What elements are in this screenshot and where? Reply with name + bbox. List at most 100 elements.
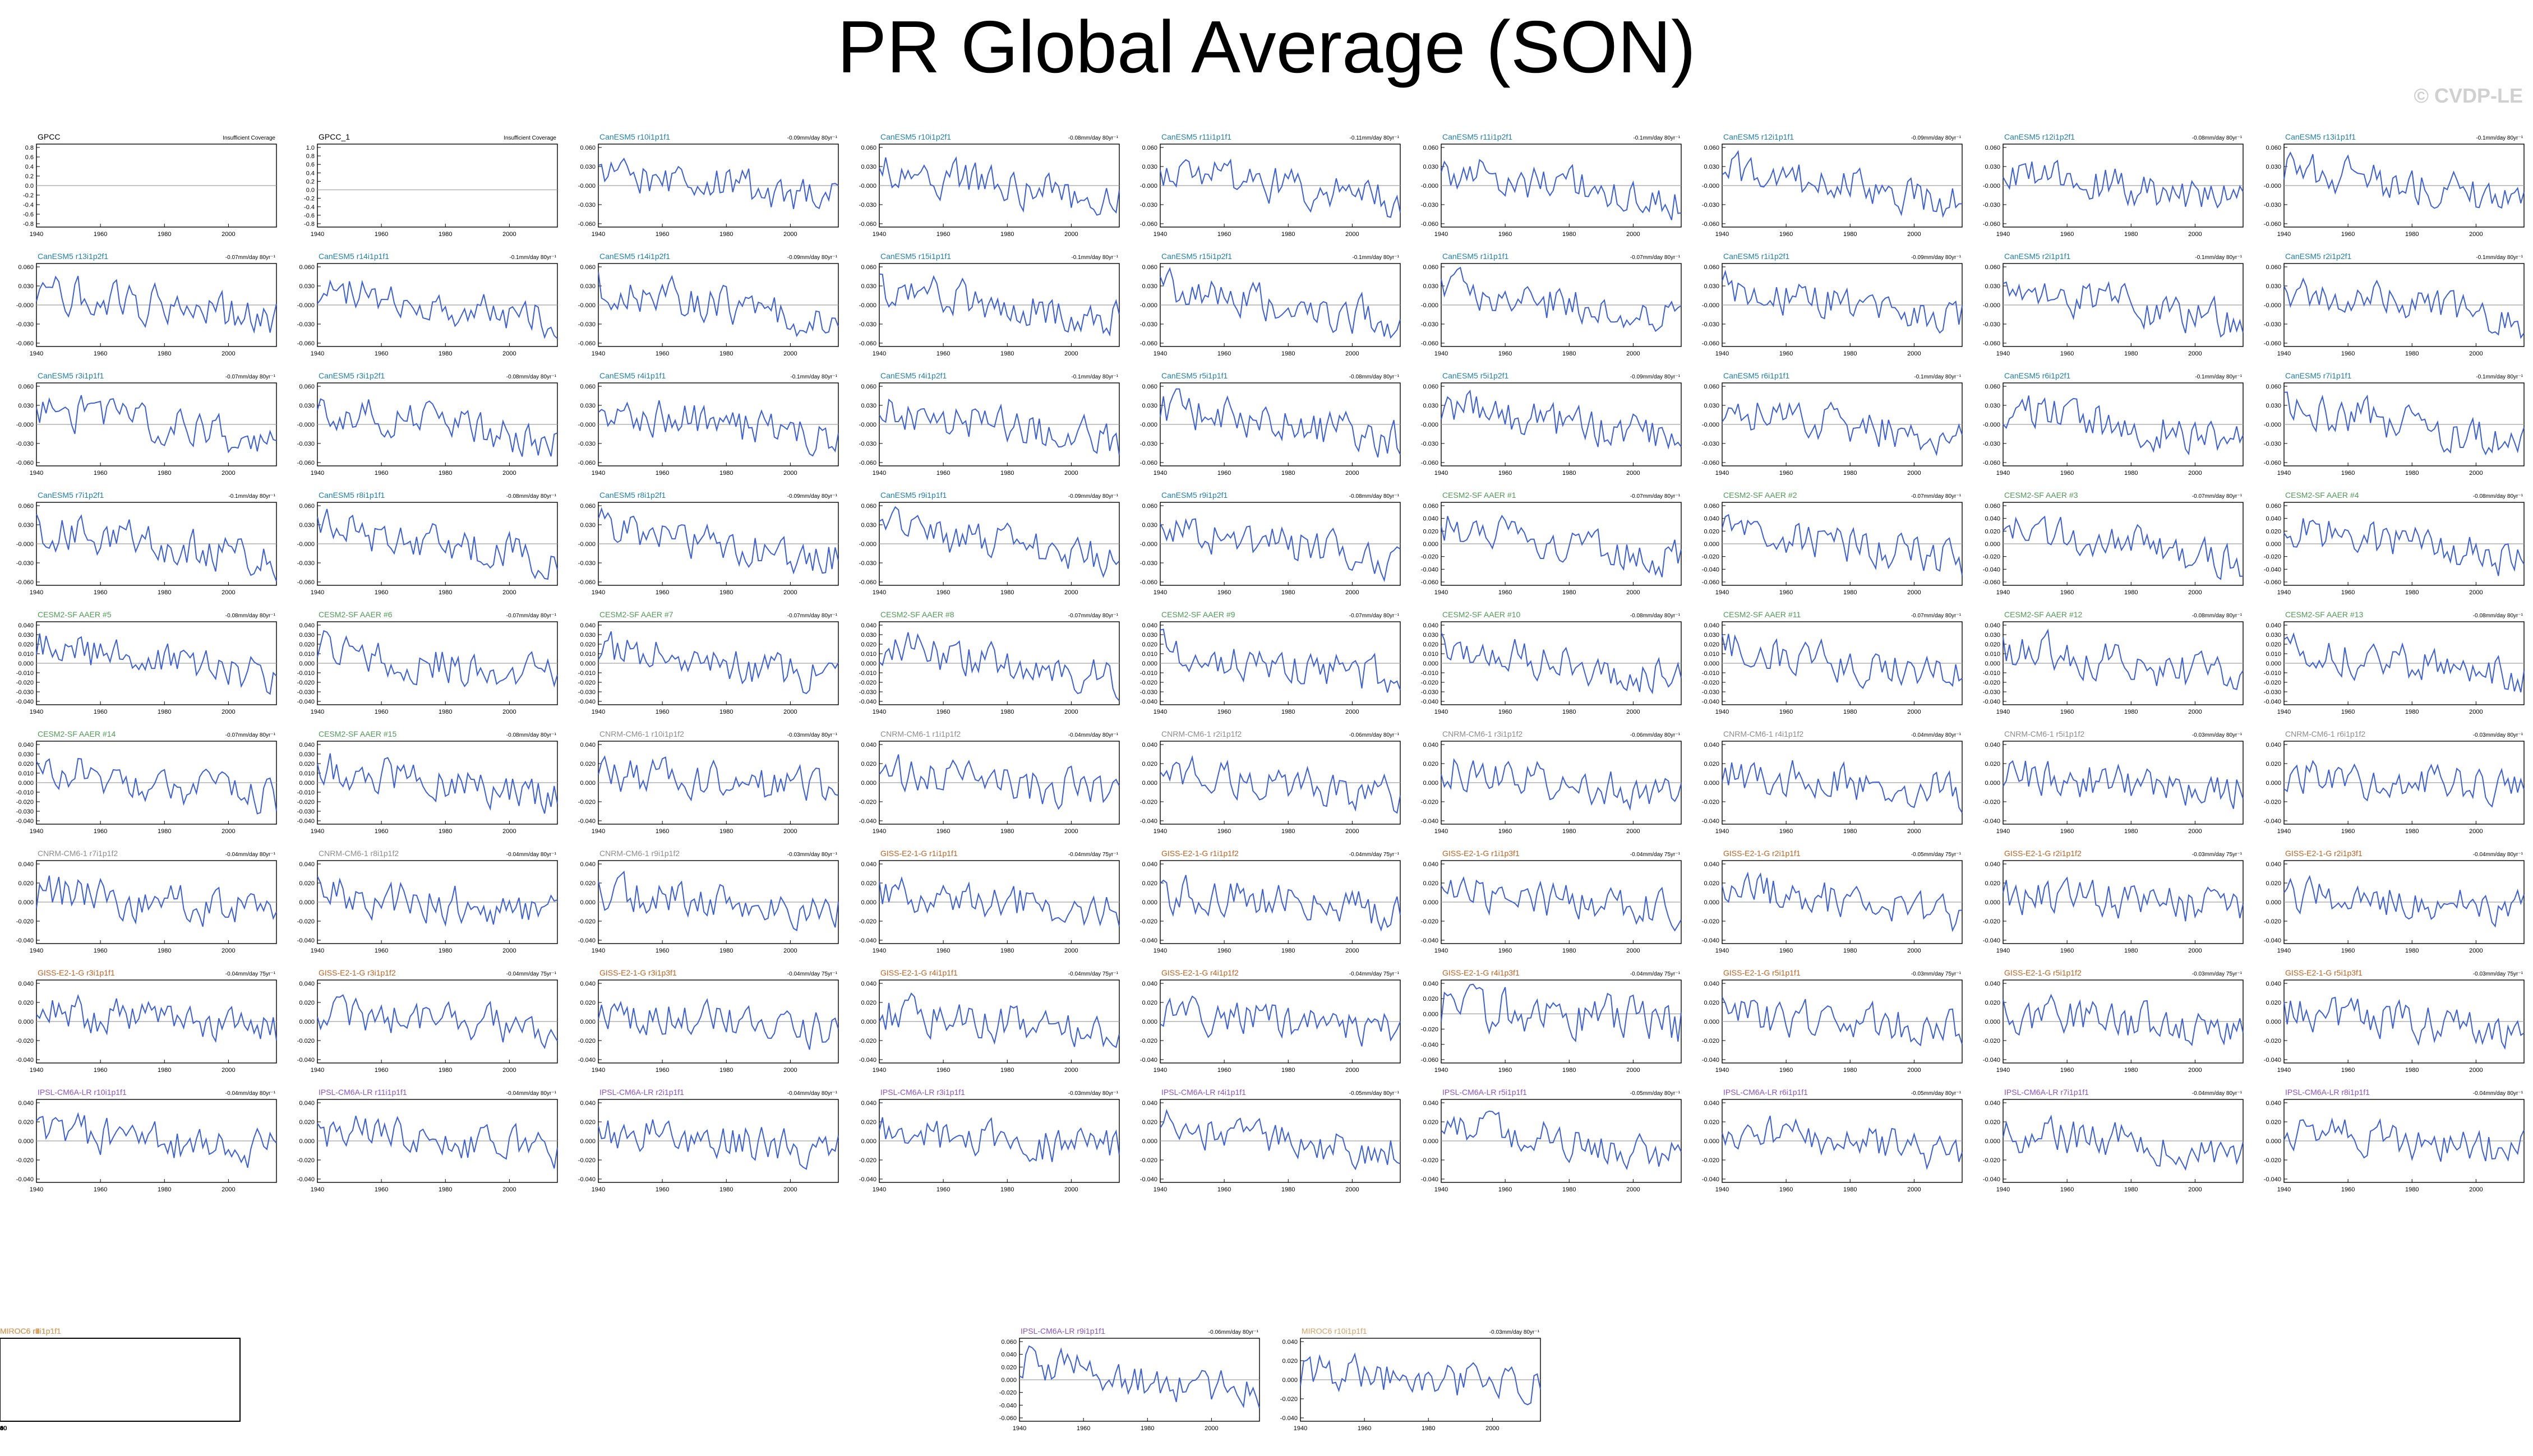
panel: CanESM5 r10i1p2f1 -0.08mm/day 80yr⁻¹ 0.060…: [859, 132, 1120, 238]
panel-label: CNRM-CM6-1 r7i1p1f2: [38, 849, 118, 858]
x-tick-label: 1940: [873, 1186, 886, 1193]
panel: CESM2-SF AAER #12 -0.08mm/day 80yr⁻¹ 0.040…: [1983, 610, 2244, 715]
y-tick-label: -0.060: [859, 221, 876, 228]
trend-label: -0.03mm/day 80yr⁻¹: [1068, 1090, 1119, 1097]
x-tick-label: 1940: [1294, 1425, 1307, 1432]
panel-label: CESM2-SF AAER #12: [2004, 610, 2082, 619]
panel: CanESM5 r1i1p1f1 -0.07mm/day 80yr⁻¹ 0.060 0…: [1421, 252, 1682, 357]
x-tick-label: 1960: [2341, 350, 2355, 357]
x-tick-label: 1960: [1779, 947, 1793, 954]
series-line: [879, 992, 1120, 1048]
panel-label: CNRM-CM6-1 r1i1p1f2: [880, 729, 961, 738]
trend-label: -0.04mm/day 75yr⁻¹: [1630, 852, 1681, 858]
y-tick-label: 0.040: [861, 1100, 876, 1107]
y-tick-label: -0.030: [1421, 202, 1438, 209]
series-line: [317, 994, 558, 1050]
panel: CanESM5 r15i1p1f1 -0.1mm/day 80yr⁻¹ 0.060 0…: [859, 252, 1120, 357]
series-line: [879, 273, 1120, 337]
x-tick-label: 1960: [936, 470, 950, 477]
trend-label: -0.04mm/day 75yr⁻¹: [225, 971, 276, 977]
y-tick-label: 0.010: [1142, 651, 1157, 658]
panel: IPSL-CM6A-LR r7i1p1f1 -0.04mm/day 80yr⁻¹ 0…: [1983, 1088, 2244, 1193]
x-tick-label: 1960: [2341, 231, 2355, 238]
x-tick-label: 1940: [873, 350, 886, 357]
series-line: [2003, 760, 2244, 809]
x-tick-label: 1980: [719, 1067, 733, 1074]
y-tick-label: 0.060: [861, 383, 876, 390]
x-tick-label: 1940: [30, 350, 43, 357]
y-tick-label: 0.020: [299, 880, 315, 887]
x-tick-label: 1980: [0, 1425, 7, 1432]
x-tick-label: 1940: [311, 828, 324, 835]
x-tick-label: 1940: [30, 947, 43, 954]
y-tick-label: 0.020: [1423, 880, 1438, 887]
y-tick-label: 0.020: [1142, 641, 1157, 648]
x-tick-label: 1980: [1000, 589, 1014, 596]
x-tick-label: 1960: [1779, 1067, 1793, 1074]
panel-label: CanESM5 r6i1p2f1: [2004, 371, 2071, 380]
x-tick-label: 2000: [222, 1186, 235, 1193]
y-tick-label: 0.010: [2266, 651, 2281, 658]
panel-label: CNRM-CM6-1 r2i1p1f2: [1161, 729, 1242, 738]
panel-label: GISS-E2-1-G r4i1p1f2: [1161, 968, 1239, 977]
trend-label: -0.03mm/day 80yr⁻¹: [787, 732, 838, 738]
panel-label: CanESM5 r5i1p2f1: [1442, 371, 1509, 380]
x-tick-label: 2000: [1064, 231, 1078, 238]
x-tick-label: 1940: [0, 1425, 7, 1432]
panel: CESM2-SF AAER #4 -0.08mm/day 80yr⁻¹ 0.060 0…: [2264, 491, 2525, 596]
panel: IPSL-CM6A-LR r4i1p1f1 -0.05mm/day 80yr⁻¹ 0…: [1140, 1088, 1401, 1193]
x-tick-label: 2000: [502, 709, 516, 715]
x-tick-label: 1980: [719, 589, 733, 596]
panel-label: IPSL-CM6A-LR r8i1p1f1: [2285, 1088, 2370, 1097]
plot-frame: [0, 1338, 241, 1422]
y-tick-label: -0.020: [1421, 1157, 1438, 1164]
x-tick-label: 1940: [311, 589, 324, 596]
x-tick-label: 1940: [1154, 1067, 1167, 1074]
y-tick-label: -0.040: [578, 937, 596, 944]
y-tick-label: 0.020: [299, 1000, 315, 1006]
x-tick-label: 1980: [158, 231, 171, 238]
x-tick-label: 2000: [222, 589, 235, 596]
series-line: [1722, 150, 1963, 218]
y-tick-label: 0.020: [2266, 1119, 2281, 1126]
x-tick-label: 2000: [222, 350, 235, 357]
x-tick-label: 1940: [1434, 1067, 1448, 1074]
y-tick-label: -0.030: [16, 560, 34, 567]
trend-label: -0.08mm/day 80yr⁻¹: [1068, 135, 1119, 141]
x-tick-label: 1940: [592, 1067, 605, 1074]
x-tick-label: 1960: [1077, 1425, 1090, 1432]
x-tick-label: 1960: [94, 947, 107, 954]
trend-label: -0.07mm/day 80yr⁻¹: [225, 374, 276, 380]
y-tick-label: -0.000: [578, 183, 596, 189]
x-tick-label: 2000: [222, 947, 235, 954]
panel: IPSL-CM6A-LR r5i1p1f1 -0.05mm/day 80yr⁻¹ 0…: [1421, 1088, 1682, 1193]
x-tick-label: 2000: [1205, 1425, 1218, 1432]
y-tick-label: -0.020: [859, 680, 876, 686]
series-line: [1160, 628, 1401, 693]
x-tick-label: 1960: [375, 709, 388, 715]
series-line: [2283, 996, 2525, 1050]
y-tick-label: -0.030: [1702, 689, 1719, 696]
y-tick-label: 0.020: [299, 641, 315, 648]
y-tick-label: 0.020: [1704, 528, 1719, 535]
y-tick-label: 0.040: [18, 742, 34, 748]
x-tick-label: 1980: [2124, 470, 2138, 477]
panel: CESM2-SF AAER #15 -0.08mm/day 80yr⁻¹ 0.040…: [297, 729, 558, 835]
trend-label: -0.04mm/day 75yr⁻¹: [1349, 971, 1400, 977]
series-line: [1160, 1108, 1401, 1171]
y-tick-label: -0.010: [578, 670, 596, 677]
y-tick-label: 0.060: [1142, 503, 1157, 510]
y-tick-label: 0.030: [2266, 164, 2281, 170]
series-line: [1441, 389, 1682, 450]
x-tick-label: 1980: [2405, 589, 2419, 596]
panel: CESM2-SF AAER #1 -0.07mm/day 80yr⁻¹ 0.060 0…: [1421, 491, 1682, 596]
y-tick-label: 0.040: [1704, 981, 1719, 987]
y-tick-label: 0.020: [1142, 761, 1157, 768]
y-tick-label: 0.000: [299, 780, 315, 787]
series-line: [2003, 876, 2244, 922]
y-tick-label: 0.020: [861, 641, 876, 648]
x-tick-label: 1980: [1843, 231, 1857, 238]
x-tick-label: 2000: [0, 1425, 7, 1432]
series-line: [317, 876, 558, 927]
x-tick-label: 1980: [2405, 1186, 2419, 1193]
